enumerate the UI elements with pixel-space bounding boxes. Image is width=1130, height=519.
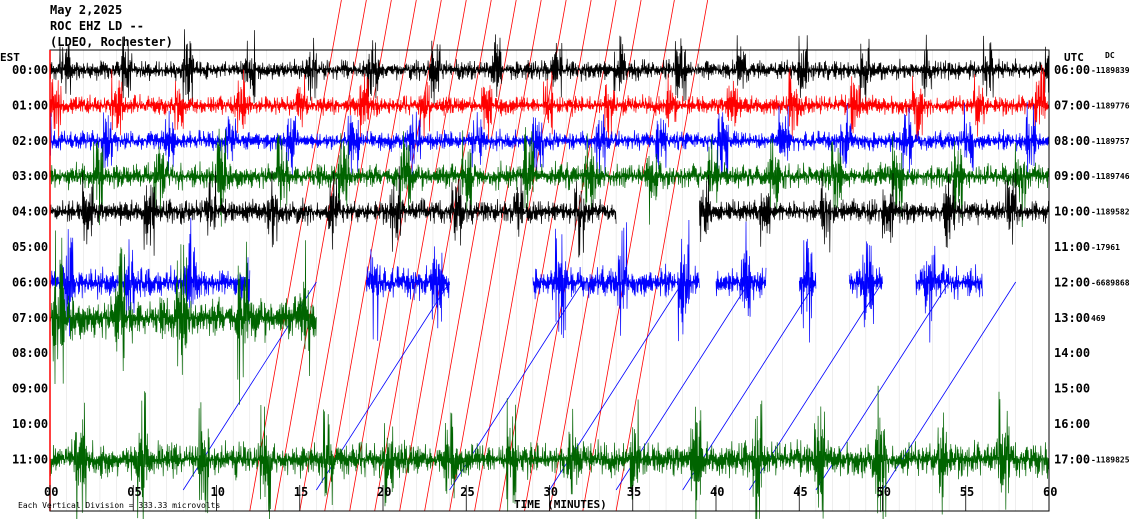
est-axis-title: EST [0, 51, 20, 64]
utc-label: 08:00 [1054, 134, 1090, 148]
dc-axis-title: DC [1105, 51, 1115, 60]
x-tick-label: 20 [377, 485, 391, 499]
est-label: 06:00 [12, 275, 48, 289]
utc-label: 13:00 [1054, 311, 1090, 325]
utc-label: 09:00 [1054, 169, 1090, 183]
utc-label: 16:00 [1054, 417, 1090, 431]
x-axis-title: TIME (MINUTES) [514, 498, 607, 511]
trace-06:00 [715, 221, 767, 317]
trace-06:00 [49, 217, 251, 337]
x-tick-labels: 00 05 10 15 20 25 30 35 40 45 50 55 60 [44, 485, 1057, 511]
trace-03:00 [49, 127, 1050, 228]
red-diagonal-line [424, 0, 517, 512]
x-tick-label: 10 [211, 485, 225, 499]
red-diagonal-line [499, 0, 592, 512]
trace-06:00 [848, 241, 883, 328]
trace-06:00 [915, 245, 983, 343]
x-tick-label: 55 [960, 485, 974, 499]
x-tick-label: 35 [627, 485, 641, 499]
dc-label: -1189839 [1091, 66, 1130, 75]
helicorder-traces [49, 29, 1050, 519]
red-diagonal-line [549, 0, 642, 512]
est-hour-labels: 00:00 01:00 02:00 03:00 04:00 05:00 06:00 07:00… [12, 63, 48, 466]
utc-label: 10:00 [1054, 205, 1090, 219]
red-diagonal-line [582, 0, 675, 512]
dc-label: -1189746 [1091, 172, 1130, 181]
red-diagonal-line [474, 0, 567, 512]
red-diagonal-line [399, 0, 492, 512]
est-label: 08:00 [12, 346, 48, 360]
est-label: 07:00 [12, 311, 48, 325]
est-label: 03:00 [12, 169, 48, 183]
trace-04:00 [699, 171, 1050, 253]
utc-label: 06:00 [1054, 63, 1090, 77]
utc-label: 12:00 [1054, 275, 1090, 289]
trace-00:00 [49, 29, 1050, 110]
utc-label: 15:00 [1054, 382, 1090, 396]
est-label: 00:00 [12, 63, 48, 77]
trace-07:00 [49, 230, 317, 405]
x-tick-label: 15 [294, 485, 308, 499]
trace-04:00 [49, 166, 617, 258]
utc-label: 17:00 [1054, 452, 1090, 466]
trace-01:00 [49, 64, 1050, 143]
red-diagonal-line [249, 0, 342, 512]
x-tick-label: 30 [544, 485, 558, 499]
red-diagonal-line [349, 0, 442, 512]
est-label: 11:00 [12, 452, 48, 466]
date-label: May 2,2025 [50, 3, 123, 17]
blue-diagonal-line [682, 281, 817, 491]
red-diagonal-line [374, 0, 467, 512]
utc-hour-labels: 06:00 07:00 08:00 09:00 10:00 11:00 12:00 13:00… [1054, 63, 1090, 466]
red-diagonal-line [615, 0, 709, 512]
est-label: 01:00 [12, 98, 48, 112]
dc-label: -1189582 [1091, 208, 1130, 217]
x-tick-label: 50 [877, 485, 891, 499]
red-diagonal-line [449, 0, 542, 512]
trace-06:00 [532, 222, 667, 339]
utc-label: 11:00 [1054, 240, 1090, 254]
utc-label: 07:00 [1054, 98, 1090, 112]
est-label: 09:00 [12, 382, 48, 396]
dc-label: -1189757 [1091, 137, 1130, 146]
x-tick-label: 60 [1043, 485, 1057, 499]
trace-06:00 [798, 238, 817, 343]
x-tick-label: 25 [460, 485, 474, 499]
x-tick-label: 45 [793, 485, 807, 499]
dc-label: -1189825 [1091, 455, 1130, 464]
x-tick-label: 05 [127, 485, 141, 499]
trace-11:00 [49, 385, 1050, 519]
red-diagonal-line [524, 0, 617, 512]
dc-label: 469 [1091, 314, 1106, 323]
est-label: 10:00 [12, 417, 48, 431]
dc-offset-labels: -1189839 -1189776 -1189757 -1189746 -1189582… [1091, 66, 1130, 464]
red-diagonal-line [274, 0, 367, 512]
x-tick-label: 00 [44, 485, 58, 499]
utc-label: 14:00 [1054, 346, 1090, 360]
station-label: ROC EHZ LD -- [50, 19, 144, 33]
trace-02:00 [49, 101, 1050, 182]
utc-axis-title: UTC [1064, 51, 1084, 64]
network-label: (LDEO, Rochester) [50, 35, 173, 49]
dc-label: -1189776 [1091, 101, 1130, 110]
scale-footer: Each Vertical Division = 333.33 microvol… [18, 501, 220, 510]
est-label: 04:00 [12, 205, 48, 219]
trace-06:00 [665, 219, 700, 342]
dc-label: -17961 [1091, 243, 1120, 252]
x-tick-label: 40 [710, 485, 724, 499]
blue-diagonal-line [882, 281, 1017, 491]
est-label: 05:00 [12, 240, 48, 254]
dc-label: -6689868 [1091, 278, 1130, 287]
est-label: 02:00 [12, 134, 48, 148]
trace-06:00 [365, 246, 450, 341]
